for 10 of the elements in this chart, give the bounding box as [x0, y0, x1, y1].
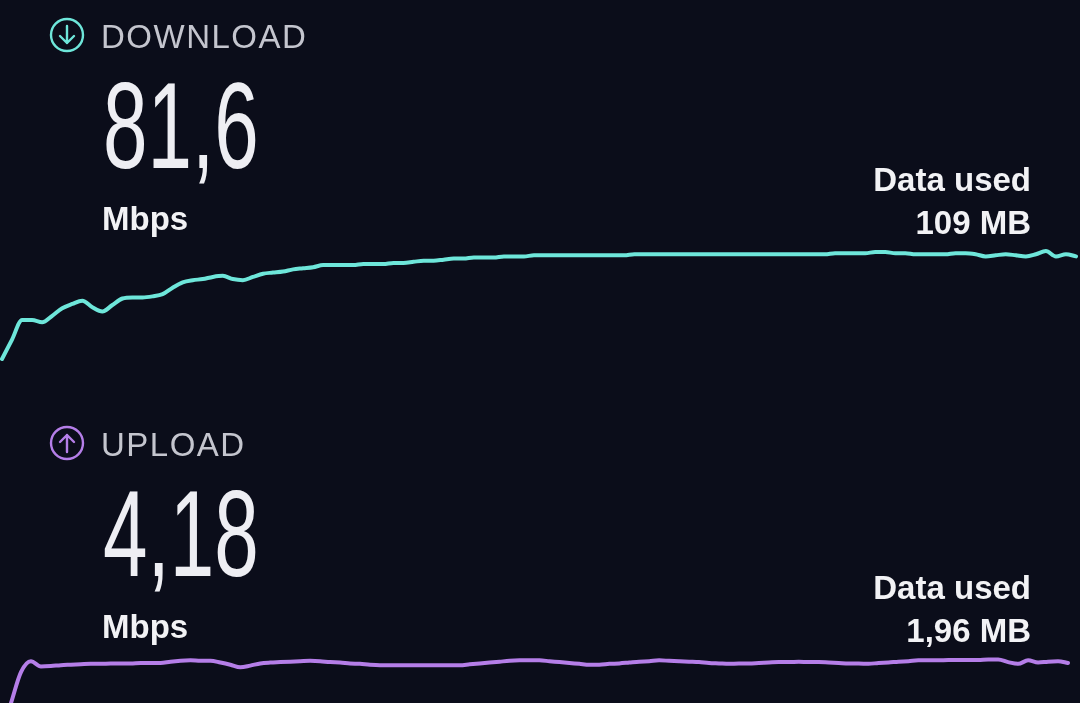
text: 109 MB	[915, 204, 1031, 241]
chart-title: DOWNLOAD	[101, 18, 308, 55]
text: Data used	[873, 161, 1031, 198]
text: 1,96 MB	[906, 612, 1031, 649]
text: Mbps	[102, 608, 189, 645]
text: 81,6	[103, 57, 259, 194]
text: Mbps	[102, 200, 189, 237]
text: 4,18	[103, 465, 259, 602]
text: Data used	[873, 569, 1031, 606]
chart-title: UPLOAD	[101, 426, 246, 463]
